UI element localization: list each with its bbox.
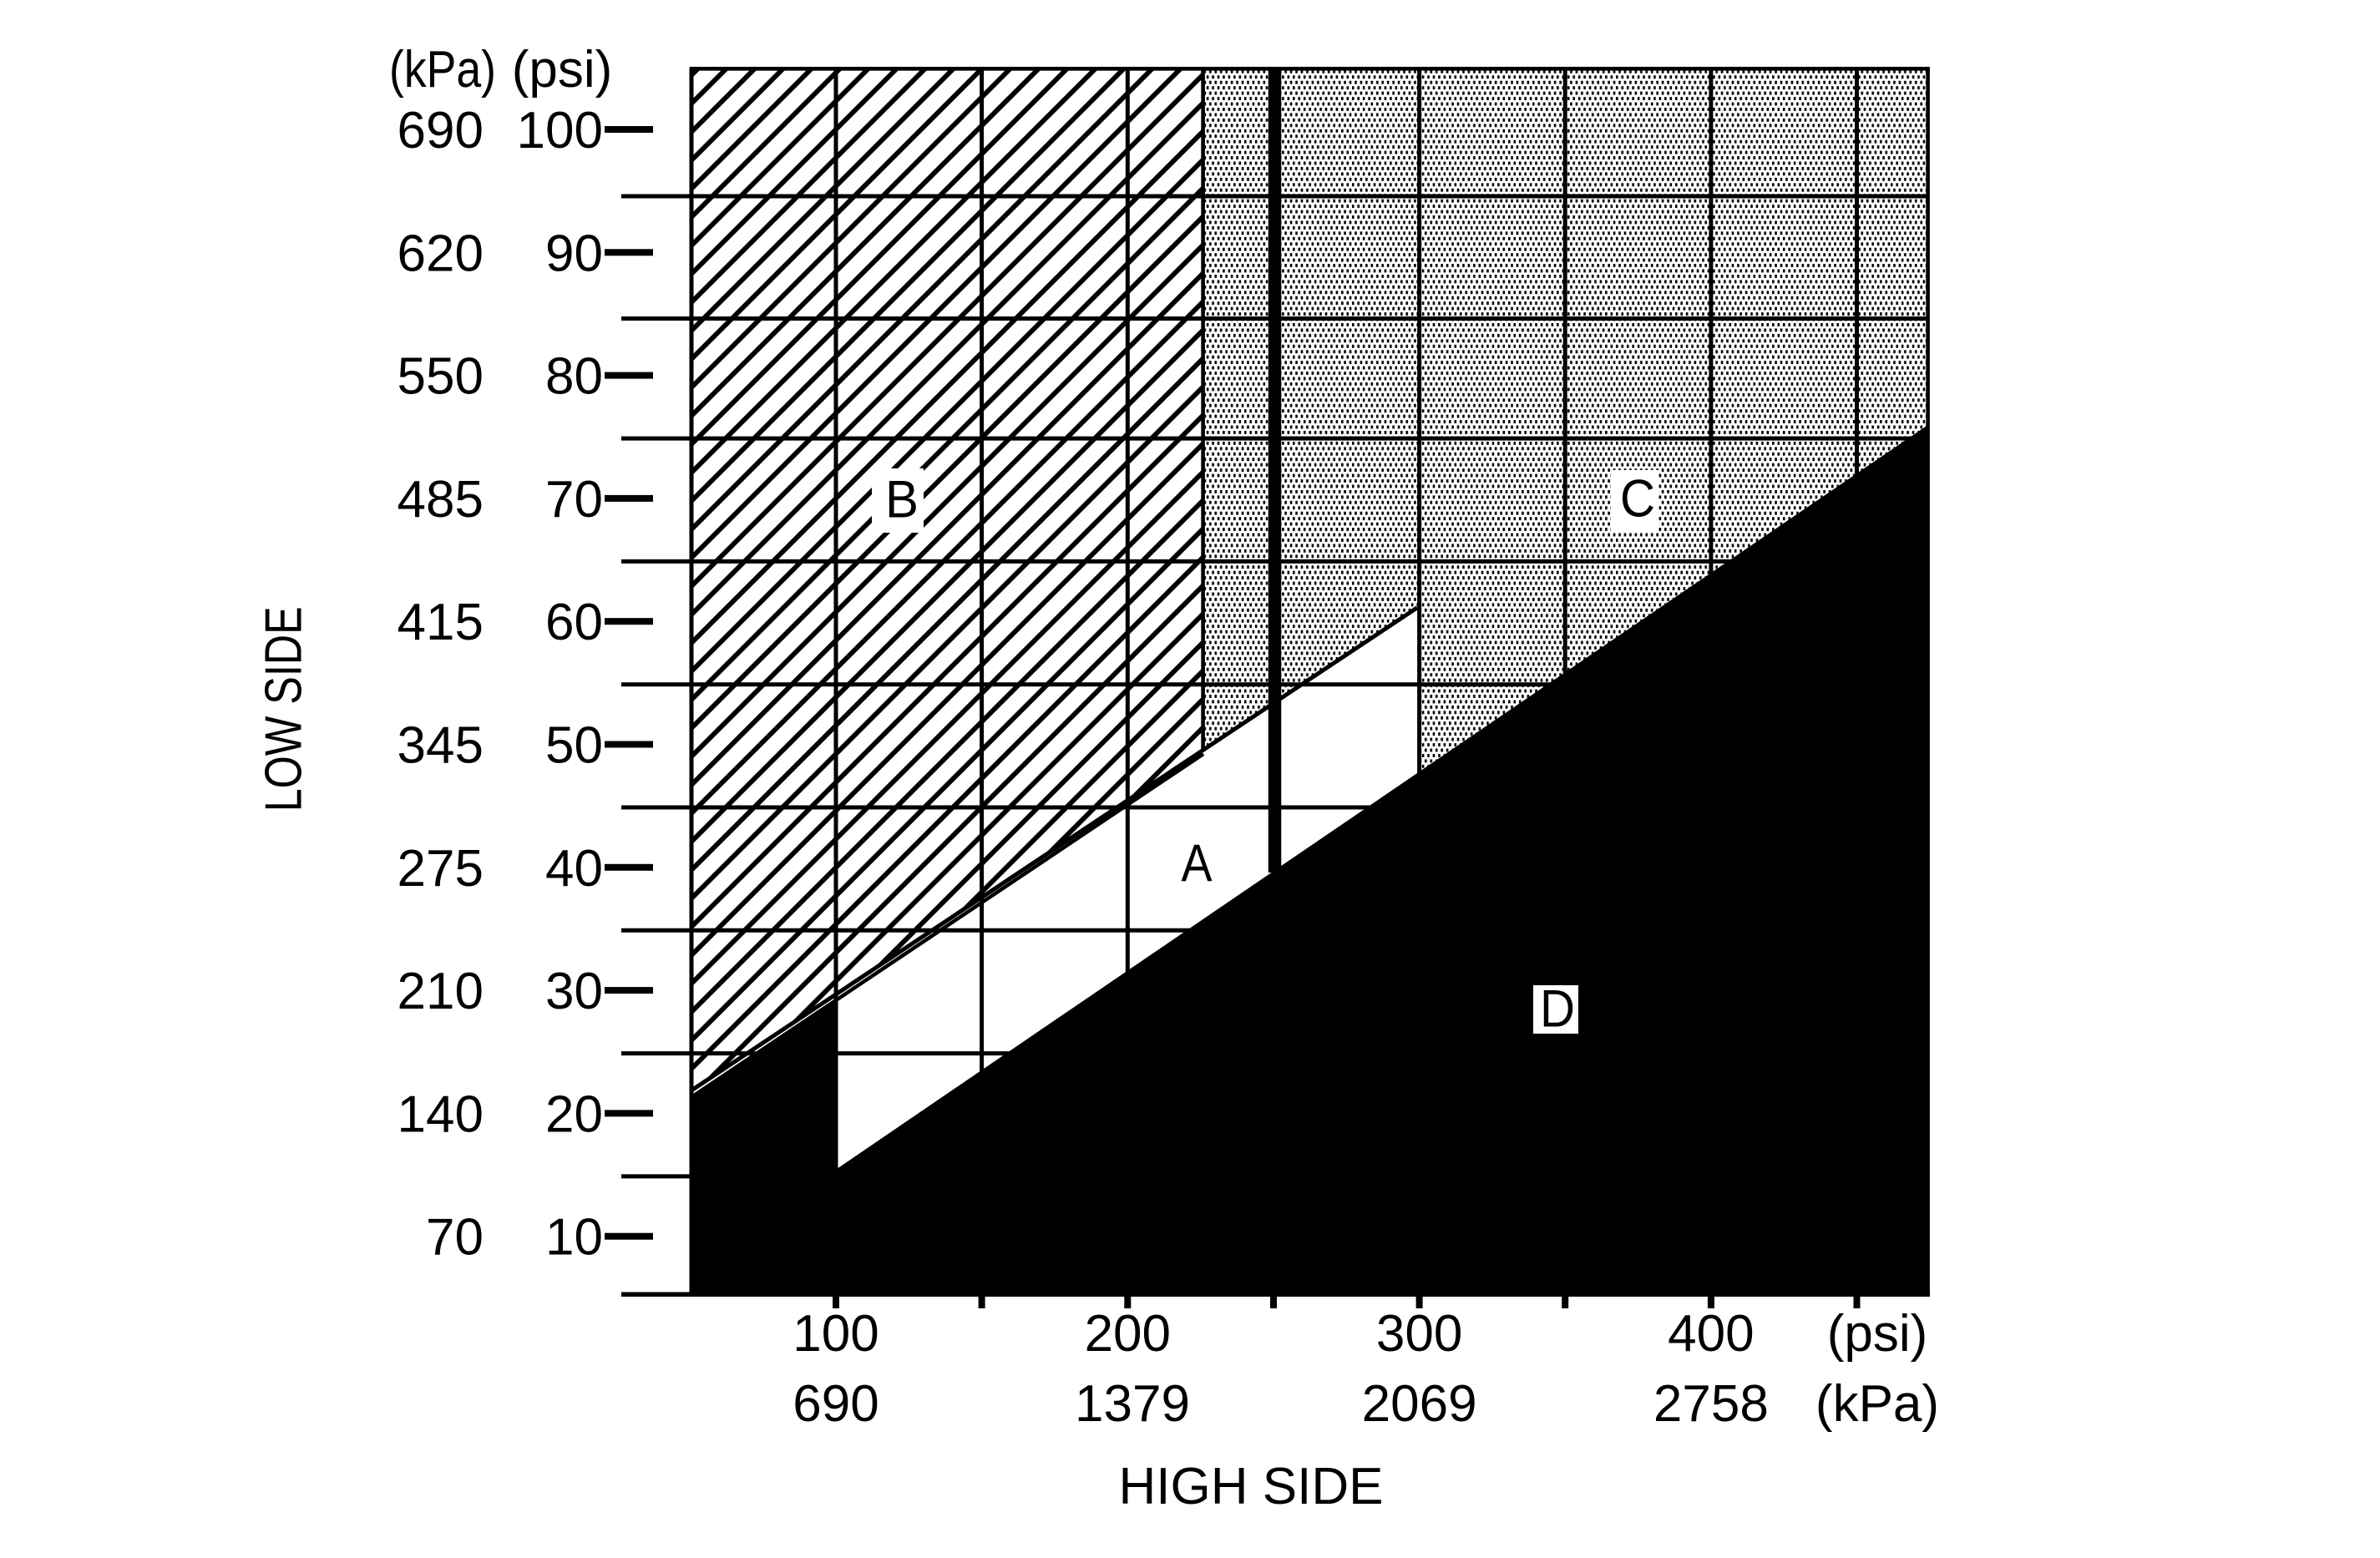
svg-text:100: 100 <box>792 1305 879 1363</box>
svg-text:275: 275 <box>398 840 484 898</box>
svg-text:(psi): (psi) <box>512 41 613 99</box>
svg-text:90: 90 <box>545 225 603 282</box>
svg-text:80: 80 <box>545 348 603 406</box>
svg-text:D: D <box>1540 980 1575 1039</box>
svg-text:210: 210 <box>398 963 484 1020</box>
svg-text:C: C <box>1620 470 1655 529</box>
svg-text:345: 345 <box>398 717 484 775</box>
svg-text:30: 30 <box>545 963 603 1020</box>
svg-text:(kPa): (kPa) <box>1815 1375 1939 1433</box>
svg-text:140: 140 <box>398 1085 484 1143</box>
svg-text:A: A <box>1182 834 1213 893</box>
svg-text:690: 690 <box>792 1375 879 1433</box>
svg-text:2758: 2758 <box>1653 1375 1769 1433</box>
svg-text:20: 20 <box>545 1085 603 1143</box>
svg-text:485: 485 <box>398 471 484 529</box>
svg-text:100: 100 <box>517 102 603 159</box>
svg-text:550: 550 <box>398 348 484 406</box>
svg-text:620: 620 <box>398 225 484 282</box>
svg-text:10: 10 <box>545 1209 603 1267</box>
svg-text:(psi): (psi) <box>1827 1305 1928 1363</box>
svg-text:50: 50 <box>545 717 603 775</box>
svg-text:HIGH SIDE: HIGH SIDE <box>1119 1458 1384 1515</box>
svg-text:415: 415 <box>398 594 484 651</box>
svg-text:40: 40 <box>545 840 603 898</box>
svg-text:690: 690 <box>398 102 484 159</box>
svg-text:400: 400 <box>1668 1305 1754 1363</box>
svg-text:(kPa): (kPa) <box>389 41 496 99</box>
svg-text:2069: 2069 <box>1362 1375 1477 1433</box>
svg-text:LOW SIDE: LOW SIDE <box>255 606 312 812</box>
svg-text:70: 70 <box>545 471 603 529</box>
svg-text:1379: 1379 <box>1075 1375 1190 1433</box>
svg-text:B: B <box>885 471 919 529</box>
svg-text:300: 300 <box>1376 1305 1462 1363</box>
svg-text:60: 60 <box>545 594 603 651</box>
svg-text:70: 70 <box>426 1209 484 1267</box>
svg-text:200: 200 <box>1085 1305 1171 1363</box>
